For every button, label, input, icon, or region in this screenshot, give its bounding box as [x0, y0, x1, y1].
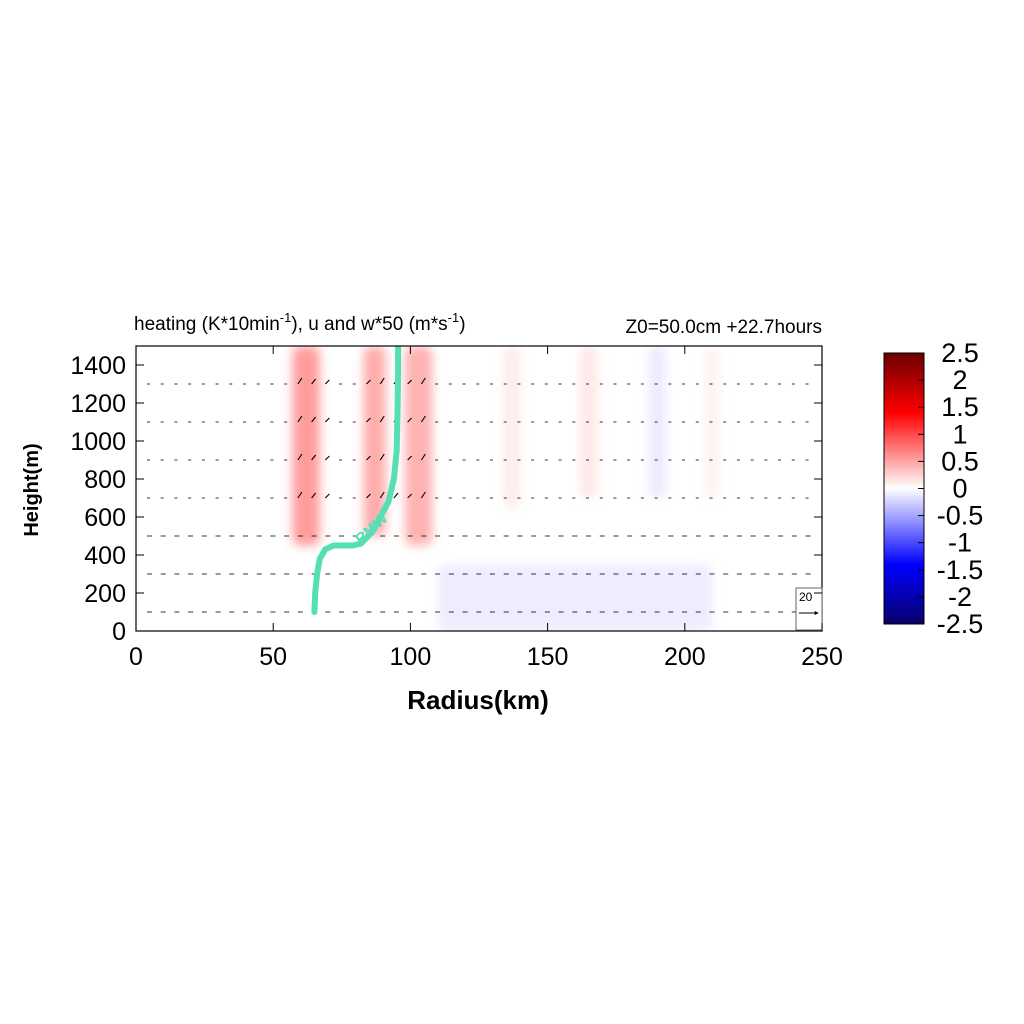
wind-vector — [297, 453, 303, 461]
title-part-1: heating (K*10min — [134, 314, 280, 335]
colorbar-tick-label: 0.5 — [941, 446, 979, 476]
y-tick-label: 200 — [84, 580, 126, 608]
wind-vector — [420, 453, 426, 461]
colorbar-tick-label: -1 — [948, 528, 972, 558]
wind-vector — [297, 491, 303, 499]
title-superscript-1: -1 — [280, 310, 292, 325]
wind-vector — [324, 455, 330, 461]
colorbar-tick-label: -1.5 — [937, 555, 984, 585]
colorbar-tick-label: 2 — [952, 365, 967, 395]
x-tick-label: 50 — [259, 643, 287, 671]
wind-vector — [311, 416, 317, 423]
y-tick-label: 600 — [84, 504, 126, 532]
wind-vector — [420, 491, 426, 499]
colorbar-tick-label: -2 — [948, 582, 972, 612]
wind-vector — [379, 453, 385, 461]
wind-vector — [324, 379, 330, 385]
colorbar-ticks: 2.521.510.50-0.5-1-1.5-2-2.5 — [918, 338, 983, 639]
y-axis-ticks: 0 200 400 600 800 1000 1200 1400 — [70, 352, 822, 646]
colorbar — [883, 352, 925, 625]
wind-vector — [297, 377, 303, 385]
wind-vector — [379, 415, 385, 423]
x-tick-label: 250 — [801, 643, 843, 671]
colorbar-tick-label: -0.5 — [937, 501, 984, 531]
y-tick-label: 1400 — [70, 352, 126, 380]
heating-cell-0 — [292, 346, 320, 546]
wind-vector — [366, 379, 371, 385]
chart-title-left: heating (K*10min-1), u and w*50 (m*s-1) — [134, 310, 466, 335]
y-tick-label: 1200 — [70, 390, 126, 418]
wind-vector — [297, 415, 303, 423]
heating-cell-1 — [363, 346, 386, 536]
wind-vector — [366, 417, 371, 423]
wind-vector — [407, 379, 413, 385]
x-tick-label: 100 — [390, 643, 432, 671]
chart-title-right: Z0=50.0cm +22.7hours — [626, 317, 822, 338]
colorbar-tick-label: 2.5 — [941, 338, 979, 368]
y-tick-label: 400 — [84, 542, 126, 570]
title-superscript-2: -1 — [448, 310, 460, 325]
rmw-line — [311, 346, 402, 615]
wind-vector — [407, 455, 413, 461]
plot-frame — [135, 345, 823, 632]
wind-vector — [324, 493, 330, 499]
wind-vector — [311, 492, 317, 499]
wind-vector — [379, 491, 385, 499]
heating-cell-3 — [503, 346, 521, 508]
wind-vector — [393, 492, 399, 499]
wind-vector — [420, 415, 426, 423]
y-tick-label: 0 — [112, 618, 126, 646]
wind-vector — [311, 378, 317, 385]
wind-vector — [366, 493, 371, 499]
y-tick-label: 1000 — [70, 428, 126, 456]
colorbar-tick-label: -2.5 — [937, 609, 984, 639]
x-axis-label: Radius(km) — [407, 685, 549, 715]
wind-vector — [420, 377, 426, 385]
wind-vector — [324, 417, 330, 423]
reference-vector: 20 — [795, 587, 823, 631]
x-tick-label: 150 — [527, 643, 569, 671]
title-part-3: ) — [459, 314, 465, 335]
heating-cell-2 — [404, 346, 433, 546]
x-axis-ticks: 0 50 100 150 200 250 — [129, 346, 843, 671]
reference-vector-label: 20 — [799, 590, 813, 604]
wind-vector — [366, 455, 371, 461]
wind-vector — [407, 417, 413, 423]
x-tick-label: 0 — [129, 643, 143, 671]
x-tick-label: 200 — [664, 643, 706, 671]
y-axis-label: Height(m) — [21, 443, 43, 536]
wind-vector — [311, 454, 317, 461]
reference-vector-box — [795, 587, 823, 631]
heating-cell-7 — [437, 564, 713, 631]
title-part-2: ), u and w*50 (m*s — [291, 314, 447, 335]
y-tick-label: 800 — [84, 466, 126, 494]
wind-vector — [407, 493, 413, 499]
colorbar-tick-label: 0 — [952, 474, 967, 504]
colorbar-tick-label: 1.5 — [941, 392, 979, 422]
colorbar-tick-label: 1 — [952, 419, 967, 449]
wind-vector — [379, 377, 385, 385]
